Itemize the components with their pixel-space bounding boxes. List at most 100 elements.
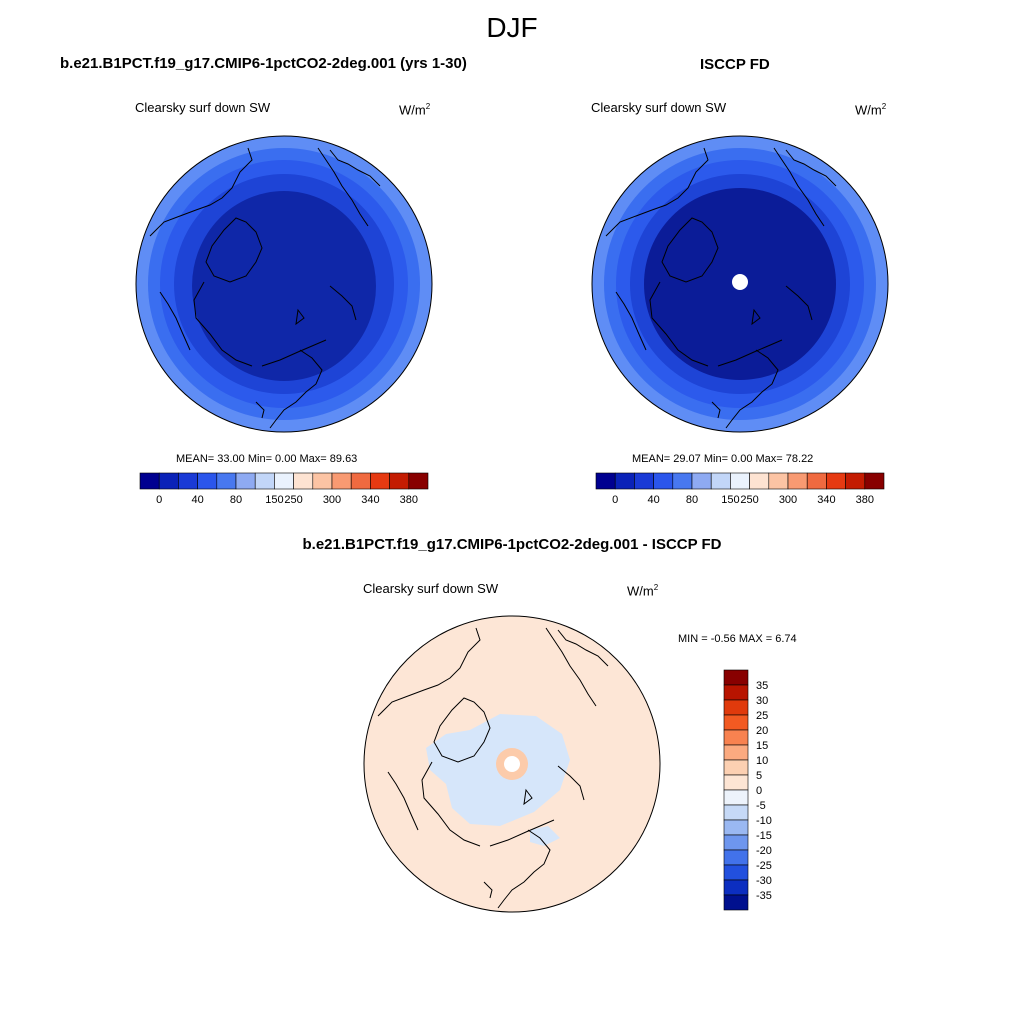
diff-colorbar-swatch xyxy=(723,834,749,851)
model-colorbar-tick-label: 250 xyxy=(284,494,302,506)
diff-colorbar-tick-label: 25 xyxy=(756,710,768,722)
model-colorbar-swatch xyxy=(235,472,256,490)
model-colorbar-swatch xyxy=(178,472,198,490)
obs-units-label: W/m2 xyxy=(855,102,887,118)
model-colorbar-swatch xyxy=(350,472,371,490)
obs-map-pole-gap xyxy=(732,274,748,290)
model-colorbar-swatch xyxy=(370,472,390,490)
diff-colorbar-swatch xyxy=(723,894,749,911)
diff-colorbar-tick-label: -5 xyxy=(756,800,766,812)
diff-colorbar-tick-label: 5 xyxy=(756,770,762,782)
model-colorbar-tick-label: 300 xyxy=(323,494,341,506)
model-colorbar: 0 40 80 150 250 300 340 380 xyxy=(139,472,429,506)
diff-colorbar-tick-label: 15 xyxy=(756,740,768,752)
diff-colorbar-tick-label: -20 xyxy=(756,845,772,857)
model-colorbar-swatch xyxy=(197,472,218,490)
diff-colorbar-swatch xyxy=(723,699,749,716)
diff-colorbar-swatch xyxy=(723,744,749,761)
obs-colorbar-tick-label: 0 xyxy=(612,494,618,506)
diff-colorbar-tick-label: 0 xyxy=(756,785,762,797)
model-units-label: W/m2 xyxy=(399,102,431,118)
model-colorbar-tick-label: 80 xyxy=(230,494,242,506)
diff-colorbar-swatch xyxy=(723,789,749,806)
diff-units-label: W/m2 xyxy=(627,583,659,599)
diff-colorbar-swatch xyxy=(723,774,749,791)
obs-colorbar-swatch xyxy=(614,472,635,490)
obs-colorbar-swatch xyxy=(595,472,616,490)
obs-colorbar-swatch xyxy=(768,472,789,490)
diff-map-border xyxy=(363,615,661,913)
obs-colorbar-tick-label: 300 xyxy=(779,494,797,506)
diff-colorbar-tick-label: 30 xyxy=(756,695,768,707)
model-panel-title: b.e21.B1PCT.f19_g17.CMIP6-1pctCO2-2deg.0… xyxy=(60,55,467,72)
obs-variable-label: Clearsky surf down SW xyxy=(591,100,727,115)
model-colorbar-tick-label: 40 xyxy=(191,494,203,506)
model-colorbar-tick-label: 150 xyxy=(265,494,283,506)
diff-colorbar-swatch xyxy=(723,849,749,866)
diff-colorbar-swatch xyxy=(723,864,749,881)
obs-colorbar-tick-label: 80 xyxy=(686,494,698,506)
obs-colorbar-swatch xyxy=(845,472,866,490)
obs-colorbar-tick-label: 150 xyxy=(721,494,739,506)
model-colorbar-swatch xyxy=(293,472,314,490)
obs-map-border xyxy=(591,135,889,433)
obs-colorbar-swatch xyxy=(653,472,674,490)
diff-colorbar-swatch xyxy=(723,729,749,746)
diff-colorbar-tick-label: 10 xyxy=(756,755,768,767)
model-colorbar-swatch xyxy=(216,472,237,490)
diff-colorbar-tick-label: -35 xyxy=(756,890,772,902)
diff-colorbar-swatch xyxy=(723,819,749,836)
diff-polar-map xyxy=(363,615,661,913)
obs-colorbar-swatch xyxy=(691,472,712,490)
diff-colorbar-tick-label: 35 xyxy=(756,680,768,692)
obs-colorbar-swatch xyxy=(826,472,846,490)
diff-colorbar-tick-label: -15 xyxy=(756,830,772,842)
obs-colorbar-tick-label: 40 xyxy=(647,494,659,506)
figure-title: DJF xyxy=(486,12,538,43)
obs-colorbar-swatch xyxy=(749,472,770,490)
diff-stats: MIN = -0.56 MAX = 6.74 xyxy=(678,633,797,645)
obs-colorbar-tick-label: 250 xyxy=(740,494,758,506)
diff-colorbar-swatch xyxy=(723,669,749,686)
model-colorbar-tick-label: 380 xyxy=(400,494,418,506)
obs-colorbar-tick-label: 380 xyxy=(856,494,874,506)
obs-colorbar-swatch xyxy=(787,472,808,490)
diff-colorbar-swatch xyxy=(723,759,749,776)
obs-colorbar-tick-label: 340 xyxy=(817,494,835,506)
diff-colorbar-swatch xyxy=(723,684,749,701)
obs-colorbar-swatch xyxy=(730,472,750,490)
model-colorbar-swatch xyxy=(331,472,352,490)
model-stats: MEAN= 33.00 Min= 0.00 Max= 89.63 xyxy=(176,453,358,465)
model-variable-label: Clearsky surf down SW xyxy=(135,100,271,115)
diff-colorbar-tick-label: -25 xyxy=(756,860,772,872)
obs-stats: MEAN= 29.07 Min= 0.00 Max= 78.22 xyxy=(632,453,814,465)
diff-colorbar-swatch xyxy=(723,879,749,896)
model-colorbar-swatch xyxy=(139,472,160,490)
obs-panel-title: ISCCP FD xyxy=(700,56,770,73)
model-map-core xyxy=(192,191,376,381)
diff-map-cool-patch-small xyxy=(530,826,560,846)
model-colorbar-swatch xyxy=(408,472,429,490)
diff-panel-title: b.e21.B1PCT.f19_g17.CMIP6-1pctCO2-2deg.0… xyxy=(302,536,722,553)
diff-colorbar-tick-label: -30 xyxy=(756,875,772,887)
obs-colorbar-swatch xyxy=(710,472,731,490)
diff-colorbar-swatch xyxy=(723,714,749,731)
model-colorbar-swatch xyxy=(312,472,333,490)
model-colorbar-tick-label: 340 xyxy=(361,494,379,506)
model-colorbar-swatch xyxy=(274,472,294,490)
obs-colorbar-swatch xyxy=(864,472,885,490)
model-colorbar-swatch xyxy=(158,472,179,490)
model-colorbar-swatch xyxy=(389,472,410,490)
diff-colorbar: 35 30 25 20 15 10 5 0 -5 -10 -15 -20 -25 -30 -35 xyxy=(723,669,772,911)
model-polar-map xyxy=(135,135,433,433)
obs-polar-map xyxy=(591,135,889,433)
model-colorbar-tick-label: 0 xyxy=(156,494,162,506)
model-map-border xyxy=(135,135,433,433)
obs-colorbar-swatch xyxy=(806,472,827,490)
diff-variable-label: Clearsky surf down SW xyxy=(363,581,499,596)
diff-colorbar-tick-label: 20 xyxy=(756,725,768,737)
obs-colorbar-swatch xyxy=(634,472,654,490)
obs-colorbar-swatch xyxy=(672,472,693,490)
model-colorbar-swatch xyxy=(254,472,275,490)
